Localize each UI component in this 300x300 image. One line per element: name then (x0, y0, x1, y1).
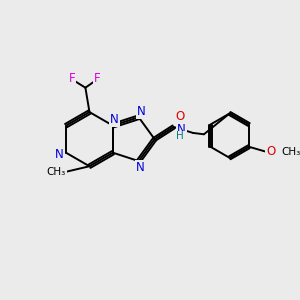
Text: N: N (110, 113, 119, 126)
Text: F: F (94, 72, 101, 85)
Text: F: F (68, 72, 75, 85)
Text: N: N (177, 123, 186, 136)
Text: N: N (136, 160, 144, 173)
Text: N: N (55, 148, 64, 160)
Text: CH₃: CH₃ (281, 147, 300, 157)
Text: H: H (176, 131, 184, 142)
Text: O: O (175, 110, 184, 123)
Text: CH₃: CH₃ (46, 167, 66, 177)
Text: O: O (266, 145, 275, 158)
Text: N: N (137, 105, 146, 118)
